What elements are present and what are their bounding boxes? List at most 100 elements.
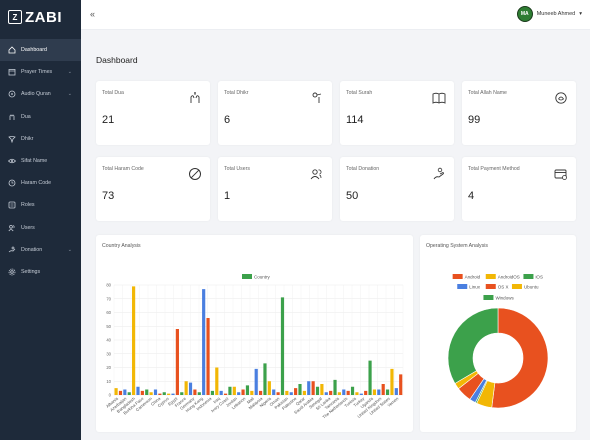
donation-hand-icon (433, 167, 444, 180)
bar (123, 389, 127, 395)
sidebar-item-label: Settings (21, 268, 41, 275)
stat-card: Total Dhikr 6 (218, 81, 332, 145)
sidebar-item-label: Donation (21, 246, 43, 253)
legend-swatch (242, 274, 252, 279)
x-tick-label: Qatar (295, 396, 307, 407)
page-title: Dashboard (96, 55, 138, 65)
sidebar-nav: Dashboard Prayer Times ⌄ Audio Quran ⌄ Dua Dhi… (0, 39, 81, 283)
bar (329, 390, 333, 395)
bar (202, 289, 206, 395)
logo-mark: Z (8, 10, 22, 24)
stat-label: Total Surah (346, 90, 373, 96)
bar (399, 374, 403, 395)
sidebar-item-dua[interactable]: Dua (0, 106, 81, 128)
dua-hands-icon (190, 92, 200, 103)
sidebar-item-label: Audio Quran (21, 91, 51, 98)
bar (188, 382, 193, 395)
bar (394, 388, 398, 395)
allah-icon (555, 92, 567, 104)
sidebar-item-dhikr[interactable]: Dhikr (0, 128, 81, 150)
stat-value: 1 (224, 190, 231, 202)
book-icon (432, 92, 446, 104)
bar (118, 390, 123, 395)
stat-label: Total Dhikr (224, 90, 249, 96)
bar (337, 392, 341, 395)
sidebar-item-dashboard[interactable]: Dashboard (0, 39, 81, 62)
doughnut-slice (447, 307, 499, 384)
y-tick-label: 50 (106, 324, 111, 329)
bar (355, 392, 359, 395)
bar (298, 384, 302, 395)
panel-title: Operating System Analysis (426, 243, 488, 249)
bar (223, 393, 228, 395)
country-analysis-panel: Country Analysis Country 0 10 20 30 40 50 60 70 8… (96, 235, 413, 432)
legend-swatch (523, 274, 534, 279)
bar (385, 389, 390, 395)
bar (219, 390, 223, 395)
bar (333, 379, 337, 395)
y-tick-label: 0 (109, 393, 112, 398)
eye-icon (7, 157, 16, 166)
sidebar-item-audio-quran[interactable]: Audio Quran ⌄ (0, 83, 81, 105)
stat-value: 21 (102, 114, 115, 126)
bar (377, 389, 381, 395)
sidebar-item-label: Dua (21, 113, 31, 120)
bar (324, 392, 328, 395)
sidebar-item-donation[interactable]: Donation ⌄ (0, 239, 81, 261)
panel-title: Country Analysis (102, 243, 141, 249)
x-tick-label: Egypt (167, 395, 179, 406)
user-menu[interactable]: MA Muneeb Ahmed ▾ (516, 6, 582, 22)
legend-swatch (485, 274, 496, 279)
sidebar: Z ZABI Dashboard Prayer Times ⌄ Audio Quran… (0, 0, 81, 440)
stat-label: Total Dua (102, 90, 124, 96)
bar (127, 392, 131, 395)
bar (132, 286, 136, 395)
bar (346, 390, 350, 395)
bar (272, 389, 276, 395)
legend-label: AndroidOS (498, 274, 520, 279)
bar (237, 392, 241, 395)
y-tick-label: 40 (106, 338, 111, 343)
bar (302, 390, 306, 395)
bar (364, 390, 368, 395)
bar (250, 390, 254, 395)
logo[interactable]: Z ZABI (0, 0, 81, 34)
x-tick-label: Oman (268, 396, 280, 408)
stat-card: Total Payment Method 4 (462, 157, 576, 221)
chevron-down-icon: ⌄ (67, 91, 72, 98)
bar (311, 381, 315, 395)
legend-label: Windows (495, 295, 514, 300)
sidebar-item-haram-code[interactable]: Haram Code (0, 172, 81, 194)
bar (241, 389, 245, 395)
sidebar-item-label: Dhikr (21, 135, 34, 142)
sidebar-item-label: Dashboard (21, 47, 47, 54)
sidebar-item-roles[interactable]: Roles (0, 194, 81, 216)
legend-label: Linux (469, 284, 481, 289)
legend-label: iOS (535, 274, 543, 279)
bar (315, 386, 320, 395)
donation-icon (7, 245, 16, 254)
bar (232, 386, 236, 395)
stat-value: 50 (346, 190, 359, 202)
bar (171, 393, 175, 395)
y-tick-label: 80 (106, 283, 111, 288)
legend-label: Country (254, 275, 271, 280)
collapse-sidebar-icon[interactable]: « (90, 9, 96, 19)
x-tick-label: China (150, 396, 162, 407)
stat-card: Total Haram Code 73 (96, 157, 210, 221)
stat-card: Total Dua 21 (96, 81, 210, 145)
bar (267, 381, 271, 395)
stat-card: Total Surah 114 (340, 81, 454, 145)
bar (180, 392, 184, 395)
sidebar-item-settings[interactable]: Settings (0, 261, 81, 283)
sidebar-item-label: Roles (21, 202, 35, 209)
dhikr-icon (7, 134, 16, 143)
sidebar-item-prayer-times[interactable]: Prayer Times ⌄ (0, 61, 81, 83)
y-tick-label: 30 (106, 351, 111, 356)
bar (175, 329, 179, 395)
sidebar-item-users[interactable]: Users (0, 217, 81, 239)
sidebar-item-sifat-name[interactable]: Sifat Name (0, 150, 81, 172)
bar (368, 360, 372, 395)
chevron-down-icon: ⌄ (67, 69, 72, 76)
y-tick-label: 60 (106, 310, 111, 315)
